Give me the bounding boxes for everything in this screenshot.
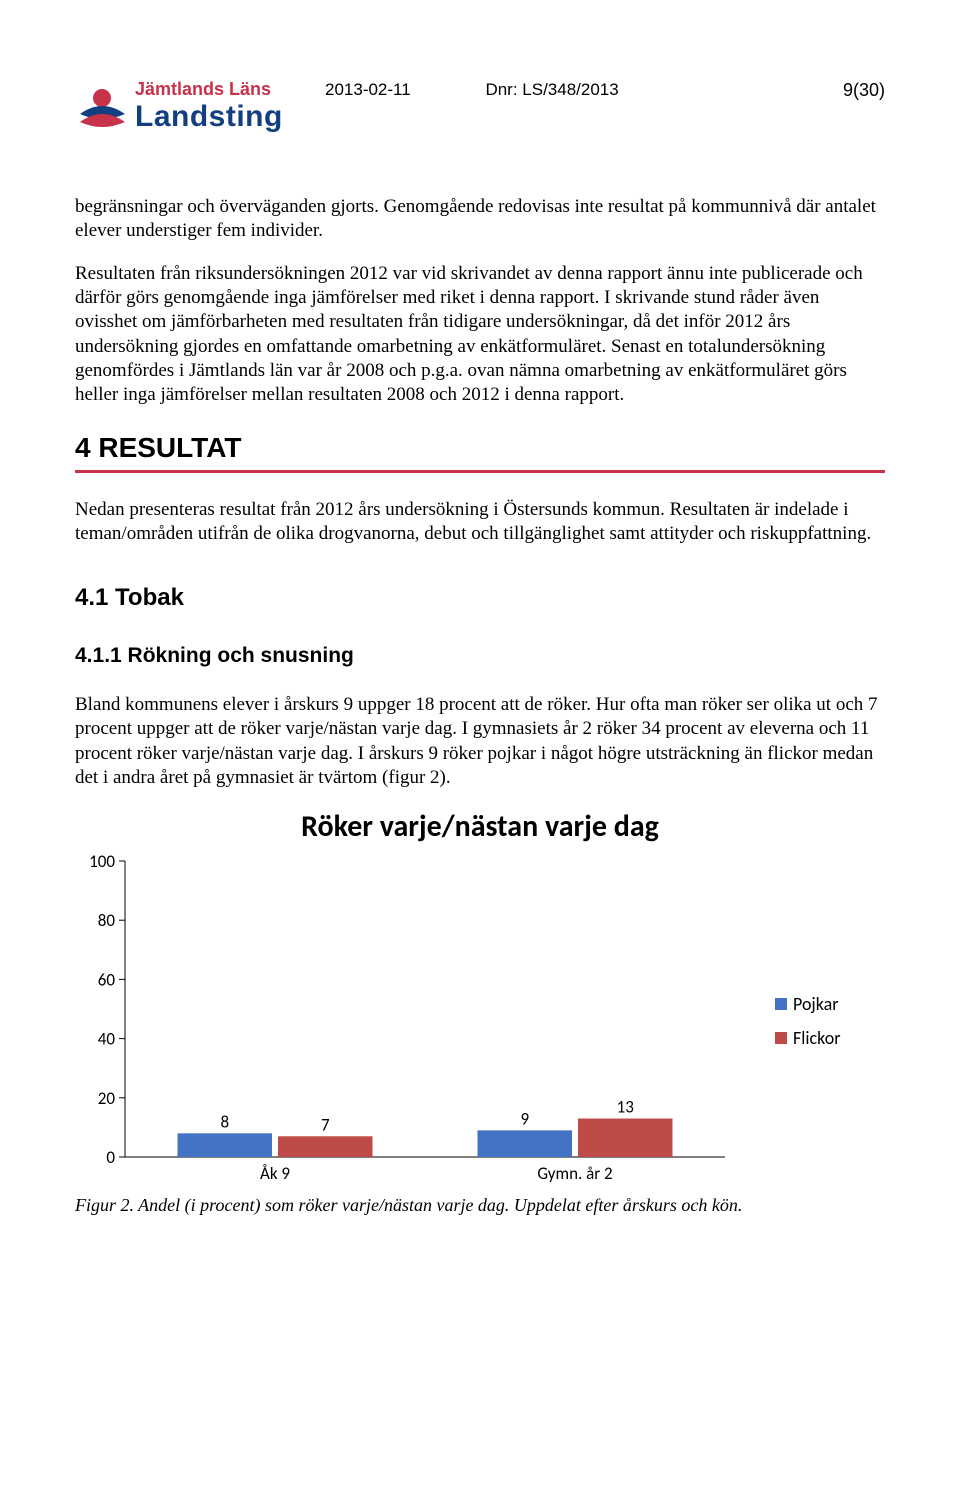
logo-mark bbox=[75, 80, 130, 135]
logo-text: Jämtlands Läns Landsting bbox=[135, 80, 283, 133]
chart-legend: Pojkar Flickor bbox=[765, 851, 885, 1191]
paragraph: Bland kommunens elever i årskurs 9 uppge… bbox=[75, 693, 885, 790]
svg-text:40: 40 bbox=[98, 1029, 116, 1050]
doc-date: 2013-02-11 bbox=[325, 80, 411, 99]
svg-text:Gymn. år 2: Gymn. år 2 bbox=[537, 1163, 612, 1184]
svg-text:Åk 9: Åk 9 bbox=[260, 1163, 290, 1184]
paragraph: Resultaten från riksundersökningen 2012 … bbox=[75, 262, 885, 408]
paragraph: begränsningar och överväganden gjorts. G… bbox=[75, 195, 885, 244]
doc-dnr: Dnr: LS/348/2013 bbox=[485, 80, 618, 99]
heading-3: 4.1.1 Rökning och snusning bbox=[75, 644, 885, 668]
svg-text:13: 13 bbox=[617, 1097, 634, 1118]
svg-text:20: 20 bbox=[98, 1088, 116, 1109]
header-meta: 2013-02-11 Dnr: LS/348/2013 bbox=[325, 80, 885, 100]
chart-wrapper: Röker varje/nästan varje dag 0 20 40 60 80 10… bbox=[75, 808, 885, 1191]
svg-text:80: 80 bbox=[98, 911, 116, 932]
legend-swatch bbox=[775, 1032, 787, 1044]
body: begränsningar och överväganden gjorts. G… bbox=[75, 195, 885, 408]
paragraph: Nedan presenteras resultat från 2012 års… bbox=[75, 498, 885, 547]
svg-text:8: 8 bbox=[220, 1112, 229, 1133]
legend-item: Pojkar bbox=[775, 993, 885, 1015]
svg-text:9: 9 bbox=[520, 1109, 529, 1130]
body: Nedan presenteras resultat från 2012 års… bbox=[75, 498, 885, 547]
header: Jämtlands Läns Landsting 9(30) 2013-02-1… bbox=[75, 80, 885, 170]
logo-line2: Landsting bbox=[135, 100, 283, 133]
svg-text:0: 0 bbox=[106, 1147, 115, 1168]
legend-label: Flickor bbox=[793, 1027, 841, 1049]
legend-item: Flickor bbox=[775, 1027, 885, 1049]
chart-title: Röker varje/nästan varje dag bbox=[75, 808, 885, 845]
body: Bland kommunens elever i årskurs 9 uppge… bbox=[75, 693, 885, 790]
page: Jämtlands Läns Landsting 9(30) 2013-02-1… bbox=[0, 0, 960, 1498]
heading-2: 4.1 Tobak bbox=[75, 584, 885, 612]
legend-label: Pojkar bbox=[793, 993, 839, 1015]
chart-row: 0 20 40 60 80 100 8 7 Åk 9 9 13 Gymn. år 2 Pojkar Fl… bbox=[75, 851, 885, 1191]
figure-caption: Figur 2. Andel (i procent) som röker var… bbox=[75, 1195, 885, 1216]
logo-line1: Jämtlands Läns bbox=[135, 80, 283, 100]
legend-swatch bbox=[775, 998, 787, 1010]
chart-plot: 0 20 40 60 80 100 8 7 Åk 9 9 13 Gymn. år 2 bbox=[75, 851, 765, 1191]
svg-text:60: 60 bbox=[98, 970, 116, 991]
svg-text:7: 7 bbox=[321, 1115, 330, 1136]
svg-text:100: 100 bbox=[89, 851, 115, 872]
page-number: 9(30) bbox=[843, 80, 885, 101]
heading-1: 4 RESULTAT bbox=[75, 432, 885, 473]
